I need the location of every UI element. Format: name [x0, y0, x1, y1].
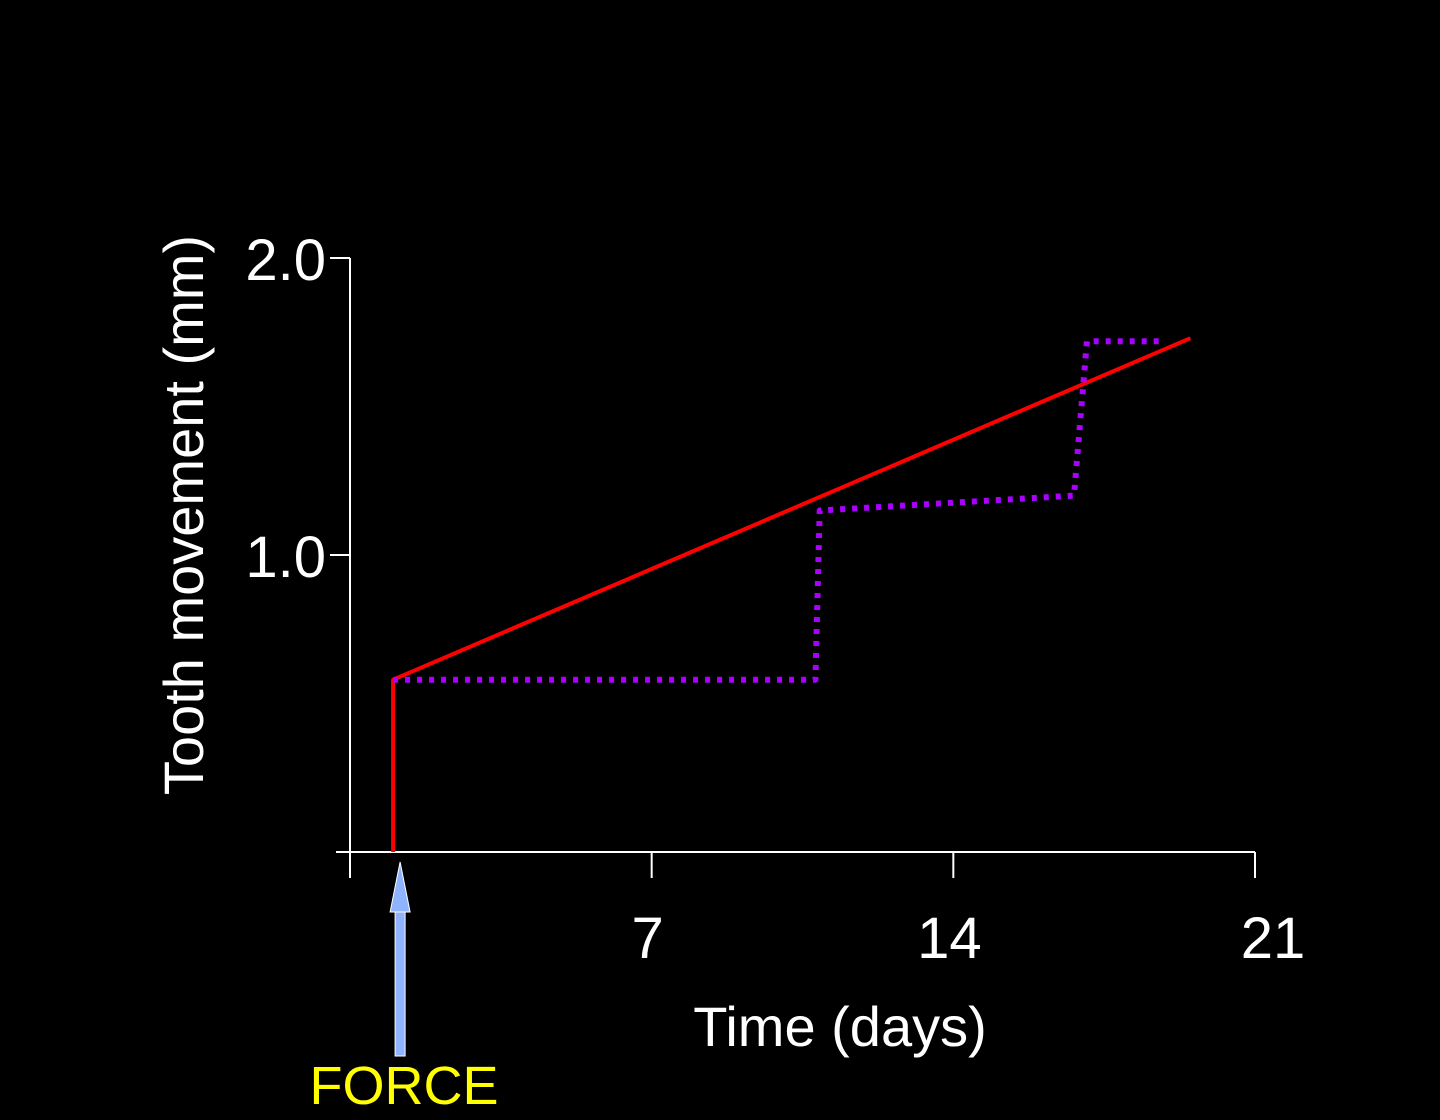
force-arrow-icon	[389, 861, 411, 1057]
x-axis-label: Time (days)	[693, 995, 987, 1058]
y-tick-label: 1.0	[245, 525, 326, 590]
y-axis-label: Tooth movement (mm)	[152, 235, 215, 795]
y-ticks: 1.0 2.0	[245, 228, 350, 590]
x-tick-label: 21	[1241, 906, 1306, 971]
x-tick-label: 7	[632, 906, 664, 971]
series-line-2	[393, 338, 1165, 683]
series-line-1	[391, 336, 1192, 852]
force-annotation: FORCE	[310, 1056, 499, 1116]
x-ticks: 7 14 21	[349, 852, 1306, 971]
y-tick-label: 2.0	[245, 228, 326, 293]
x-tick-label: 14	[917, 906, 982, 971]
series-group	[391, 336, 1192, 852]
